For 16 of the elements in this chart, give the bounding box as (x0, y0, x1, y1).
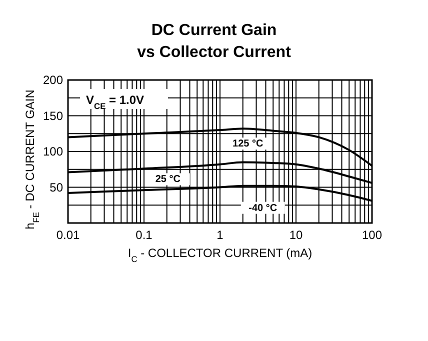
series-label: 25 °C (155, 174, 180, 186)
x-tick-label: 0.01 (56, 228, 80, 242)
y-tick-label: 100 (42, 144, 64, 158)
chart-title: DC Current Gain (151, 22, 277, 39)
series-label: -40 °C (248, 202, 278, 214)
x-tick-label: 0.1 (136, 228, 153, 242)
x-tick-label: 10 (289, 228, 303, 242)
annotation: V$_{CE}$ = 1.0V (86, 93, 144, 111)
chart-subtitle: vs Collector Current (137, 44, 292, 61)
series-label: 125 °C (232, 138, 264, 150)
y-tick-label: 50 (50, 180, 64, 194)
y-tick-label: 150 (42, 108, 64, 123)
y-tick-label: 200 (42, 73, 64, 87)
x-tick-label: 100 (362, 228, 382, 242)
x-tick-label: 1 (216, 228, 224, 242)
x-axis-title: I$_{C}$ - COLLECTOR CURRENT (mA) (128, 246, 312, 264)
